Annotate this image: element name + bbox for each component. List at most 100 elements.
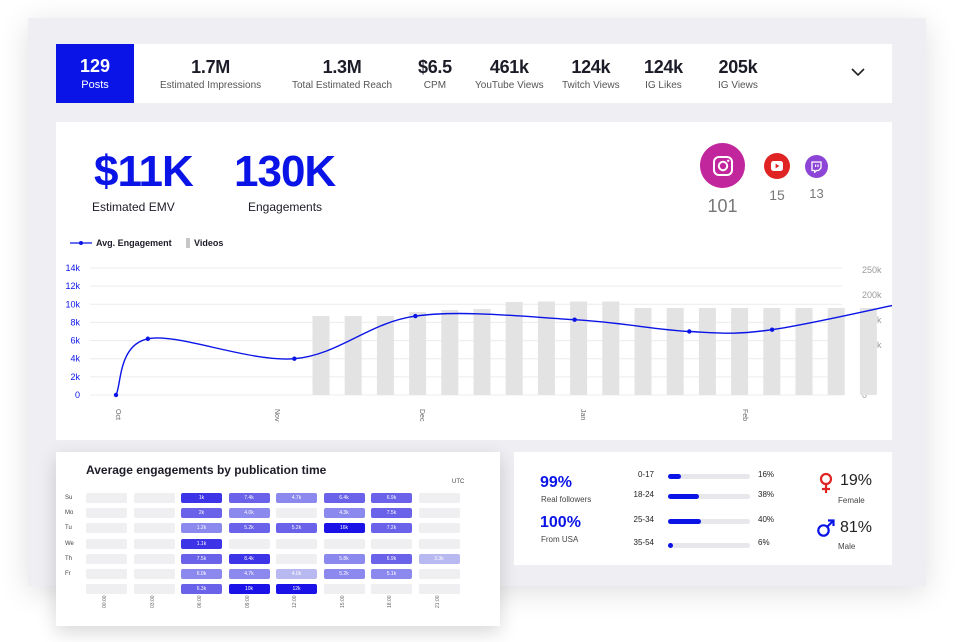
- video-bar: [763, 308, 781, 395]
- heatmap-cell[interactable]: [86, 584, 127, 595]
- female-icon: [819, 472, 833, 493]
- stat-ig-views: 205k IG Views: [718, 56, 758, 91]
- heatmap-cell[interactable]: [276, 508, 317, 519]
- twitch-icon[interactable]: [805, 155, 828, 178]
- male-pct: 81%: [840, 519, 873, 536]
- heatmap-cell[interactable]: [133, 493, 175, 503]
- stat-label: IG Likes: [645, 80, 682, 91]
- heatmap-cell[interactable]: 6.9k: [371, 553, 412, 564]
- heatmap-cell[interactable]: 5.2k: [276, 523, 317, 534]
- heatmap-cell[interactable]: [418, 584, 460, 595]
- stat-twitch-views: 124k Twitch Views: [562, 56, 620, 91]
- heatmap-cell[interactable]: 7.5k: [181, 553, 222, 564]
- heatmap-cell[interactable]: 4.7k: [276, 493, 317, 503]
- heatmap-cell[interactable]: [418, 493, 460, 503]
- stat-ig-likes: 124k IG Likes: [644, 56, 683, 91]
- age-pct: 40%: [758, 515, 775, 524]
- heatmap-cell[interactable]: 5.8k: [323, 553, 365, 564]
- heatmap-cell[interactable]: [133, 508, 175, 519]
- stat-value: 1.7M: [191, 57, 230, 77]
- heatmap-cell[interactable]: 7.5k: [371, 508, 412, 519]
- heatmap-cell[interactable]: 6.4k: [323, 493, 365, 503]
- heatmap-cell[interactable]: 5.1k: [371, 569, 412, 579]
- heatmap-cell[interactable]: 6.3k: [181, 584, 222, 595]
- stat-reach: 1.3M Total Estimated Reach: [292, 56, 392, 91]
- y-tick-label: 10k: [65, 299, 80, 309]
- avg-engagement-point: [687, 329, 692, 334]
- heatmap-hour-label: 12:00: [292, 595, 298, 608]
- posts-count: 129: [79, 56, 111, 76]
- heatmap-day-label: Th: [65, 555, 73, 562]
- heatmap-cell[interactable]: [133, 538, 175, 549]
- heatmap-cell[interactable]: [86, 538, 127, 549]
- heatmap-cell[interactable]: [323, 584, 365, 595]
- female-pct: 19%: [840, 472, 873, 489]
- video-bar: [602, 301, 620, 395]
- heatmap-cell[interactable]: 5.2k: [323, 569, 365, 579]
- heatmap-cell[interactable]: [86, 553, 127, 564]
- y-tick-label: 8k: [70, 317, 80, 327]
- age-bar: [668, 543, 750, 548]
- line-marker-icon: [70, 241, 92, 245]
- heatmap-cell[interactable]: [133, 523, 175, 534]
- heatmap-cell[interactable]: 4.7k: [228, 569, 270, 579]
- heatmap-cell[interactable]: 2k: [181, 508, 222, 519]
- heatmap-cell[interactable]: 4.3k: [323, 508, 365, 519]
- heatmap-cell[interactable]: [228, 538, 270, 549]
- heatmap-cell[interactable]: [418, 508, 460, 519]
- heatmap-cell[interactable]: [323, 538, 365, 549]
- heatmap-cell[interactable]: [276, 538, 317, 549]
- stat-value: 124k: [571, 57, 611, 77]
- heatmap-cell[interactable]: 4.0k: [276, 569, 317, 579]
- heatmap-cell[interactable]: 3.3k: [418, 553, 460, 564]
- heatmap-cell[interactable]: 4.0k: [228, 508, 270, 519]
- posts-tile[interactable]: 129 Posts: [56, 44, 134, 103]
- stat-cpm: $6.5 CPM: [418, 56, 452, 91]
- heatmap-cell[interactable]: [86, 493, 127, 503]
- twitch-count: 13: [809, 186, 824, 201]
- heatmap-cell[interactable]: 1k: [181, 493, 222, 503]
- heatmap-cell[interactable]: 16k: [323, 523, 365, 534]
- heatmap-day-label: Su: [65, 495, 73, 501]
- heatmap-cell[interactable]: 5.2k: [228, 523, 270, 534]
- heatmap-cell[interactable]: [418, 569, 460, 579]
- heatmap-cell[interactable]: 8.4k: [228, 553, 270, 564]
- legend-label: Avg. Engagement: [96, 238, 172, 248]
- legend-videos[interactable]: Videos: [186, 238, 223, 248]
- heatmap-cell[interactable]: [86, 523, 127, 534]
- stat-value: 205k: [718, 57, 758, 77]
- heatmap-cell[interactable]: 10k: [228, 584, 270, 595]
- heatmap-cell[interactable]: [133, 584, 175, 595]
- y-tick-label: 0: [75, 390, 80, 400]
- heatmap-day-label: Tu: [65, 525, 72, 532]
- heatmap-hour-label: 03:00: [149, 595, 156, 608]
- heatmap-cell[interactable]: [133, 553, 175, 564]
- heatmap-cell[interactable]: [418, 538, 460, 549]
- youtube-icon[interactable]: [764, 153, 790, 179]
- heatmap-cell[interactable]: 7.2k: [371, 523, 412, 534]
- x-tick-label: Oct: [114, 409, 121, 420]
- engagements-value: 130K: [234, 147, 336, 196]
- heatmap-cell[interactable]: [371, 584, 412, 595]
- chevron-down-icon[interactable]: [850, 64, 866, 80]
- heatmap-cell[interactable]: 6.9k: [371, 493, 412, 503]
- heatmap-cell[interactable]: 12k: [276, 584, 317, 595]
- audience-panel: 99% Real followers 100% From USA 0-17 16…: [514, 452, 892, 565]
- heatmap-cell[interactable]: [133, 569, 175, 579]
- heatmap-cell[interactable]: [86, 508, 127, 519]
- instagram-icon[interactable]: [700, 143, 745, 188]
- heatmap-cell[interactable]: 6.0k: [181, 569, 222, 579]
- heatmap-cell[interactable]: [276, 553, 317, 564]
- youtube-count: 15: [769, 187, 785, 203]
- y2-tick-label: 250k: [862, 265, 882, 275]
- stat-value: 461k: [489, 57, 529, 77]
- heatmap-cell[interactable]: [86, 569, 127, 579]
- legend-avg-engagement[interactable]: Avg. Engagement: [70, 238, 172, 248]
- heatmap-cell[interactable]: [371, 538, 412, 549]
- age-bar-fill: [668, 474, 682, 479]
- heatmap-cell[interactable]: [418, 523, 460, 534]
- performance-panel: $11K Estimated EMV 130K Engagements 101 …: [56, 122, 892, 440]
- heatmap-cell[interactable]: 1.1k: [181, 538, 222, 549]
- heatmap-cell[interactable]: 7.4k: [228, 493, 270, 503]
- heatmap-cell[interactable]: 1.2k: [181, 523, 222, 534]
